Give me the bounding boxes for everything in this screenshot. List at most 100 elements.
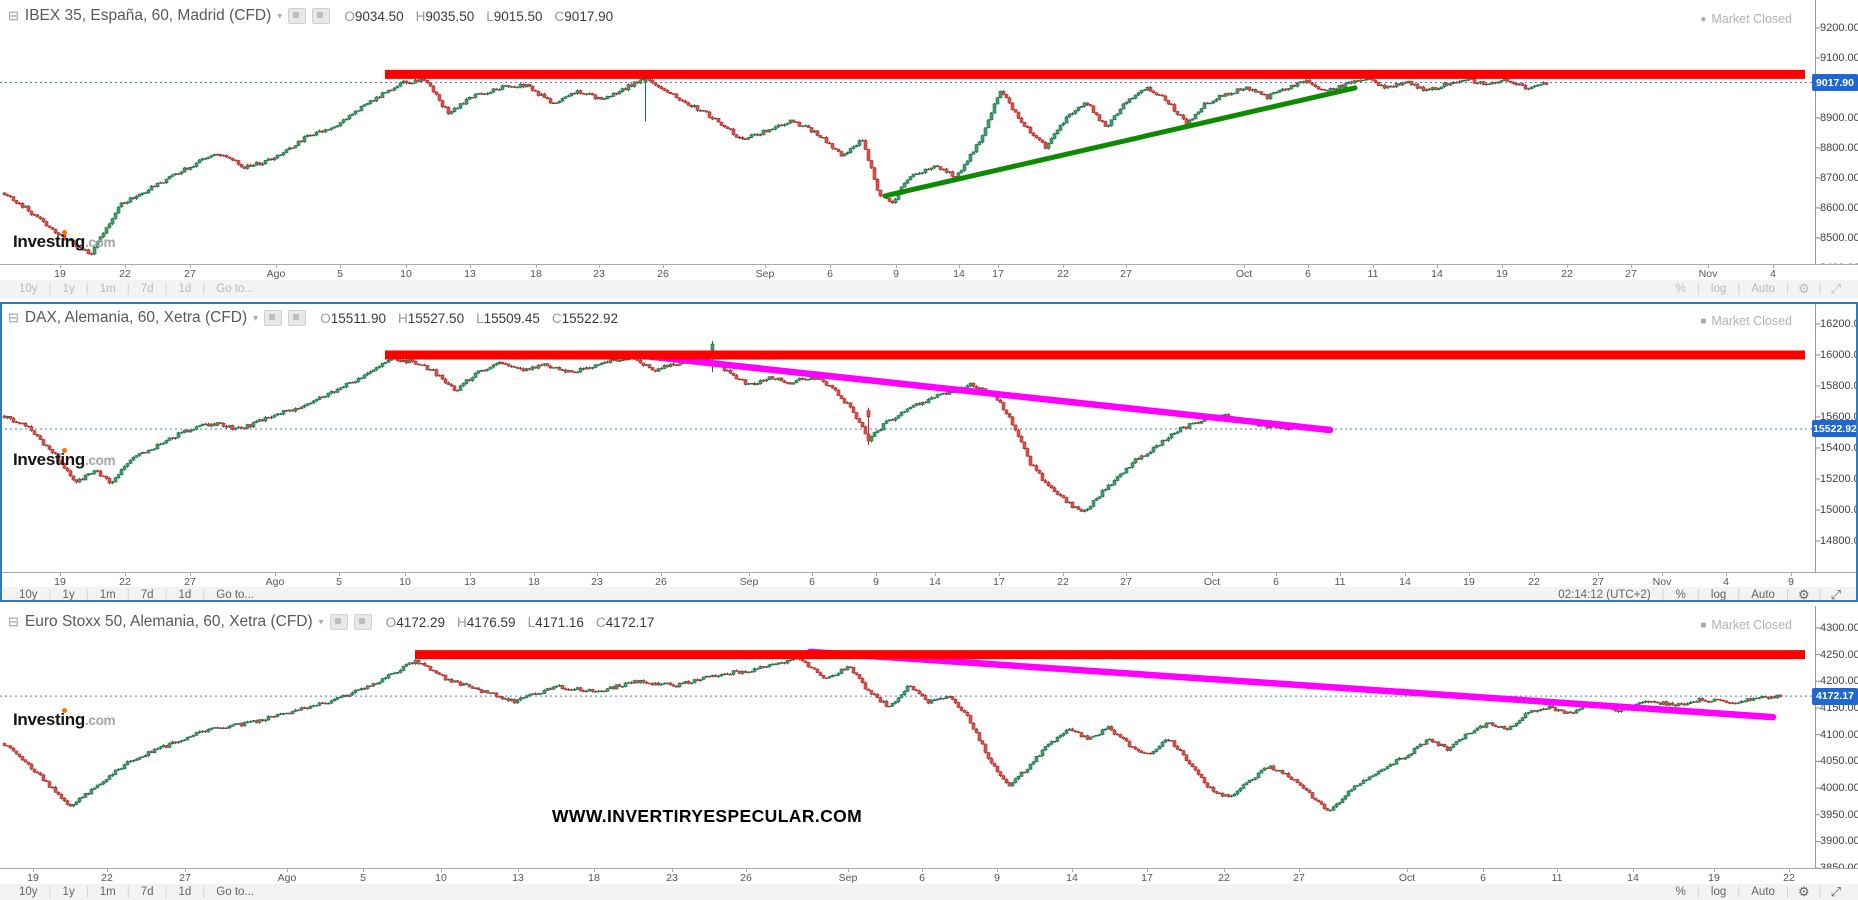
ohlc-key: H [457,614,467,630]
price-tick-label: 8900.00 [1820,111,1858,124]
chevron-down-icon[interactable]: ▾ [318,616,324,628]
time-tick-label: 22 [119,576,131,588]
percent-scale-button[interactable]: % [1675,283,1686,295]
price-tick-label: 14800.00 [1820,535,1858,547]
time-tick-label: 14 [1399,576,1411,588]
settings-gear-icon[interactable]: ⚙ [1797,884,1810,899]
time-axis-ibex[interactable]: 19 22 27 Ago 5 10 13 18 23 26 Sep 6 9 14 17 22 27 Oct 6 11 1… [0,264,1858,281]
time-tick-mark [1407,869,1408,872]
log-scale-button[interactable]: log [1710,886,1727,898]
range-button-10y[interactable]: 10y [19,588,38,601]
range-button-7d[interactable]: 7d [140,886,154,898]
candlestick-plot-dax[interactable] [0,302,1858,572]
time-tick-mark [935,573,936,576]
range-button-1d[interactable]: 1d [178,886,192,898]
fullscreen-icon[interactable]: ⤢ [1830,586,1841,602]
trendline-dax[interactable] [631,351,1334,434]
trendline-stoxx[interactable] [806,648,1777,721]
price-axis-dax[interactable]: 16200.00 16000.00 15800.00 15600.00 15400.00… [1816,302,1858,572]
time-tick-mark [765,265,766,268]
ohlc-value: 15522.92 [561,310,618,326]
time-tick-mark [998,265,999,268]
ohlc-value: 4172.29 [396,614,445,630]
ohlc-key: O [385,614,397,630]
ohlc-key: L [527,614,536,630]
time-tick-label: 19 [54,576,66,588]
range-button-10y[interactable]: 10y [19,886,38,898]
ohlc-pair: O4172.29 [386,615,445,630]
time-tick-label: 11 [1334,576,1346,588]
time-tick-label: 17 [993,576,1005,588]
auto-scale-button[interactable]: Auto [1751,588,1775,601]
indicator-icon[interactable] [353,614,372,630]
time-axis-stoxx[interactable]: 19 22 27 Ago 5 10 13 18 23 26 Sep 6 9 14 17 22 27 Oct 6 11 1… [0,868,1858,885]
time-tick-mark [1340,573,1341,576]
fullscreen-icon[interactable]: ⤢ [1830,884,1841,899]
settings-gear-icon[interactable]: ⚙ [1797,281,1810,296]
price-axis-stoxx[interactable]: 4300.00 4250.00 4200.00 4150.00 4100.00 4050.… [1816,606,1858,868]
time-tick-mark [597,573,598,576]
auto-scale-button[interactable]: Auto [1751,283,1775,295]
toolbar-separator: | [1785,588,1789,601]
range-button-go-to-[interactable]: Go to... [216,886,254,898]
current-price-label: 9017.90 [1812,74,1858,92]
range-button-1d[interactable]: 1d [178,588,192,601]
range-button-1m[interactable]: 1m [99,283,116,295]
toolbar-controls: % | log | Auto | ⚙ | ⤢ [1667,884,1848,900]
range-button-7d[interactable]: 7d [140,588,154,601]
percent-scale-button[interactable]: % [1675,886,1686,898]
candlestick-plot-ibex[interactable] [0,0,1858,264]
range-button-7d[interactable]: 7d [140,283,154,295]
time-tick-label: 27 [1625,268,1637,280]
log-scale-button[interactable]: log [1710,283,1727,295]
time-tick-label: 27 [179,872,191,884]
investing-logo: Investing.com [13,448,116,470]
chart-type-icon[interactable] [329,614,348,630]
chart-type-icon[interactable] [264,310,283,326]
percent-scale-button[interactable]: % [1675,588,1686,601]
indicator-icon[interactable] [288,310,307,326]
time-axis-dax[interactable]: 19 22 27 Ago 5 10 13 18 23 26 Sep 6 9 14 17 22 27 Oct 6 11 1… [0,572,1858,588]
log-scale-button[interactable]: log [1710,588,1727,601]
time-tick-label: 5 [337,268,343,280]
toolbar-separator: | [126,588,130,601]
time-tick-label: 18 [530,268,542,280]
range-button-1y[interactable]: 1y [62,588,75,601]
range-button-go-to-[interactable]: Go to... [216,588,254,601]
range-button-1y[interactable]: 1y [62,283,75,295]
time-tick-mark [663,265,664,268]
toolbar-ranges: 10y | 1y | 1m | 7d | 1d | Go to... [10,884,263,900]
chevron-down-icon[interactable]: ▾ [277,10,283,22]
chevron-down-icon[interactable]: ▾ [253,312,259,324]
trendline-ibex[interactable] [882,85,1358,199]
range-button-1m[interactable]: 1m [99,886,116,898]
time-tick-mark [1789,869,1790,872]
time-tick-label: Ago [265,576,285,588]
time-tick-label: 27 [1293,872,1305,884]
candlestick-plot-stoxx[interactable] [0,606,1858,868]
time-tick-label: 26 [740,872,752,884]
current-price-label: 15522.92 [1812,420,1858,438]
time-tick-mark [848,869,849,872]
collapse-panel-icon[interactable]: ⊟ [8,8,19,23]
settings-gear-icon[interactable]: ⚙ [1797,586,1810,602]
time-tick-label: 4 [1770,268,1776,280]
auto-scale-button[interactable]: Auto [1751,886,1775,898]
range-button-1m[interactable]: 1m [99,588,116,601]
range-button-go-to-[interactable]: Go to... [216,283,254,295]
chart-type-icon[interactable] [288,8,307,24]
indicator-icon[interactable] [312,8,331,24]
range-button-1y[interactable]: 1y [62,886,75,898]
fullscreen-icon[interactable]: ⤢ [1830,281,1841,296]
time-tick-label: 18 [528,576,540,588]
range-button-10y[interactable]: 10y [19,283,38,295]
price-axis-ibex[interactable]: 9200.009100.009000.008900.008800.008700.… [1816,0,1858,264]
time-tick-label: 6 [827,268,833,280]
time-tick-label: 14 [1627,872,1639,884]
collapse-panel-icon[interactable]: ⊟ [8,614,19,629]
time-tick-label: 14 [953,268,965,280]
time-tick-label: 11 [1551,872,1563,884]
range-button-1d[interactable]: 1d [178,283,192,295]
time-tick-label: 27 [184,576,196,588]
collapse-panel-icon[interactable]: ⊟ [8,310,19,325]
